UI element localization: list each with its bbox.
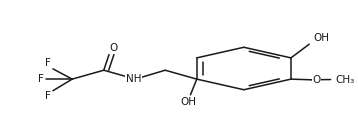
Text: O: O xyxy=(110,43,118,53)
Text: CH₃: CH₃ xyxy=(335,75,355,85)
Text: O: O xyxy=(313,75,321,85)
Text: NH: NH xyxy=(126,74,141,84)
Text: F: F xyxy=(45,92,51,101)
Text: F: F xyxy=(45,58,51,68)
Text: OH: OH xyxy=(181,96,197,106)
Text: F: F xyxy=(38,74,44,84)
Text: OH: OH xyxy=(314,34,329,44)
